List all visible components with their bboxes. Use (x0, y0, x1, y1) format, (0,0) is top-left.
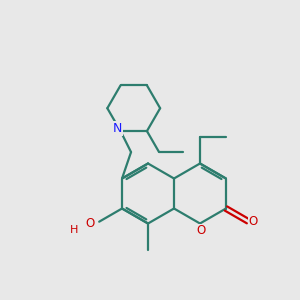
Text: O: O (85, 217, 94, 230)
Text: H: H (70, 225, 78, 235)
Text: O: O (196, 224, 205, 238)
Text: O: O (249, 215, 258, 228)
Text: N: N (113, 122, 122, 135)
